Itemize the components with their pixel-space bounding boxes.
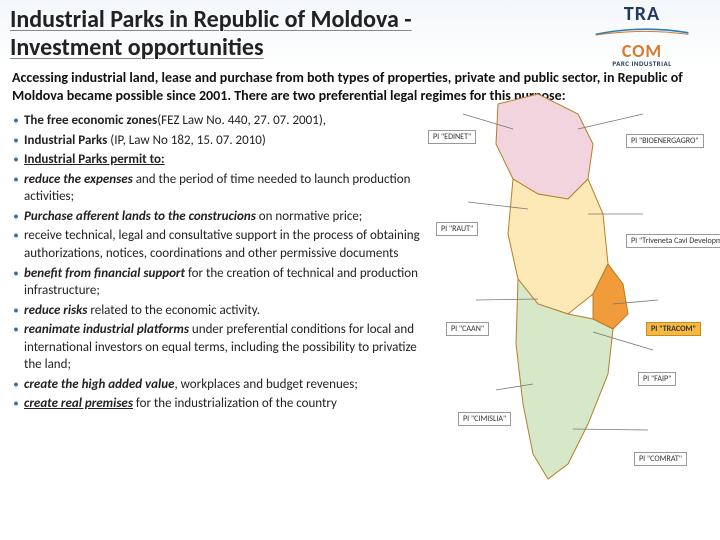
bullet-dot-icon: • [8,171,24,206]
bullet-item: •receive technical, legal and consultati… [8,227,428,262]
map-label: PI "BIOENERGAGRO" [626,134,704,148]
bullet-dot-icon: • [8,112,24,130]
bullet-list: •The free economic zones(FEZ Law No. 440… [8,112,428,492]
bullet-text: receive technical, legal and consultativ… [24,227,428,262]
bullet-item: •reanimate industrial platforms under pr… [8,321,428,374]
bullet-dot-icon: • [8,151,24,169]
bullet-item: •Industrial Parks permit to: [8,151,428,169]
bullet-dot-icon: • [8,132,24,150]
bullet-text: reanimate industrial platforms under pre… [24,321,428,374]
moldova-map: PI "EDINET" PI "BIOENERGAGRO" PI "RAUT" PI … [428,112,712,492]
slide-header: Industrial Parks in Republic of Moldova … [0,0,720,63]
bullet-text: reduce the expenses and the period of ti… [24,171,428,206]
bullet-dot-icon: • [8,208,24,226]
bullet-dot-icon: • [8,321,24,374]
bullet-dot-icon: • [8,395,24,413]
tracom-logo: TRA COM PARC INDUSTRIAL [582,4,702,68]
map-label: PI "EDINET" [428,130,476,144]
map-label: PI "COMRAT" [634,452,687,466]
bullet-item: •reduce the expenses and the period of t… [8,171,428,206]
logo-text: TRA [582,4,702,24]
bullet-dot-icon: • [8,227,24,262]
bullet-item: •benefit from financial support for the … [8,265,428,300]
logo-swoosh-icon [594,28,690,36]
map-label: PI "CIMISLIA" [458,412,511,426]
map-label: PI "CAAN" [446,322,489,336]
bullet-text: reduce risks related to the economic act… [24,302,428,320]
bullet-item: •create the high added value, workplaces… [8,376,428,394]
bullet-item: •reduce risks related to the economic ac… [8,302,428,320]
bullet-text: create the high added value, workplaces … [24,376,428,394]
bullet-text: Industrial Parks permit to: [24,151,428,169]
bullet-text: benefit from financial support for the c… [24,265,428,300]
title-line-2: Investment opportunities [10,33,264,62]
bullet-text: Industrial Parks (IP, Law No 182, 15. 07… [24,132,428,150]
content-row: •The free economic zones(FEZ Law No. 440… [0,108,720,492]
bullet-dot-icon: • [8,302,24,320]
bullet-item: •Industrial Parks (IP, Law No 182, 15. 0… [8,132,428,150]
bullet-dot-icon: • [8,265,24,300]
bullet-item: •The free economic zones(FEZ Law No. 440… [8,112,428,130]
map-label: PI "Triveneta Cavi Development" [626,234,720,248]
map-label: PI "RAUT" [436,222,478,236]
map-label: PI "FAIP" [638,372,676,386]
bullet-text: create real premises for the industriali… [24,395,428,413]
bullet-text: The free economic zones(FEZ Law No. 440,… [24,112,428,130]
bullet-item: •create real premises for the industrial… [8,395,428,413]
bullet-dot-icon: • [8,376,24,394]
logo-accent: COM [582,43,702,59]
slide-title: Industrial Parks in Republic of Moldova … [10,6,530,61]
map-label: PI "TRACOM" [646,322,701,336]
bullet-text: Purchase afferent lands to the construci… [24,208,428,226]
title-line-1: Industrial Parks in Republic of Moldova … [10,5,412,34]
map-region-north [496,94,593,199]
bullet-item: •Purchase afferent lands to the construc… [8,208,428,226]
